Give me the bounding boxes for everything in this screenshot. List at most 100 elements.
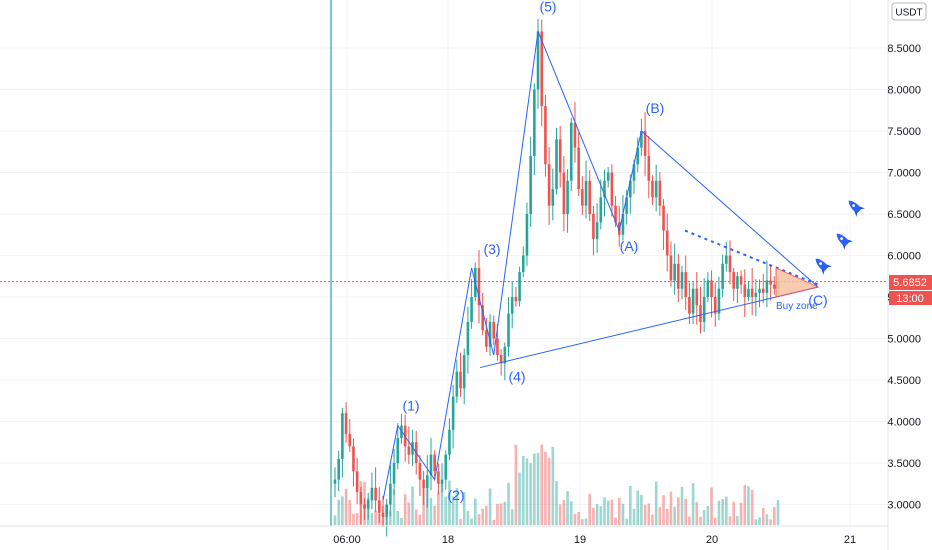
volume-bar — [389, 510, 392, 525]
candle-body — [684, 272, 688, 297]
x-tick-label: 18 — [442, 534, 454, 546]
wave-label: (1) — [402, 398, 419, 414]
volume-bar — [459, 519, 462, 525]
candle-body — [510, 297, 514, 314]
volume-bar — [558, 504, 562, 525]
volume-bar — [665, 508, 669, 525]
wave-label: (B) — [646, 100, 665, 116]
candle-body — [433, 454, 436, 472]
candle-body — [352, 446, 355, 472]
volume-bar — [555, 481, 558, 525]
candle-body — [750, 288, 754, 297]
price-axis[interactable]: 8.50008.00007.50007.00006.50006.00005.50… — [887, 43, 921, 512]
volume-bar — [706, 505, 710, 525]
rocket-window — [819, 262, 822, 265]
candle-body — [481, 305, 484, 331]
candle-body — [691, 288, 695, 314]
candle-body — [374, 487, 377, 501]
volume-bar — [562, 499, 566, 525]
y-tick-label: 6.5000 — [887, 209, 921, 221]
volume-bar — [736, 516, 739, 525]
candle-body — [462, 355, 466, 389]
candle-body — [739, 276, 743, 285]
candle-body — [695, 288, 699, 306]
trend-line — [434, 267, 473, 480]
candle-body — [544, 106, 547, 165]
rocket-window — [852, 204, 855, 207]
candle-body — [603, 180, 606, 198]
candle-body — [392, 463, 396, 484]
volume-bar — [732, 501, 735, 525]
candle-body — [673, 263, 676, 281]
candle-body — [429, 454, 433, 476]
candle-body — [636, 147, 640, 165]
y-tick-label: 3.0000 — [887, 500, 921, 512]
candle-body — [643, 131, 647, 156]
candle-body — [725, 255, 728, 264]
candle-body — [625, 197, 628, 214]
trend-line — [493, 31, 539, 356]
candle-body — [344, 413, 348, 434]
candle-body — [407, 446, 411, 455]
candle-body — [370, 487, 374, 501]
candle-body — [444, 454, 448, 480]
rocket-body — [848, 200, 862, 214]
trend-line — [618, 130, 642, 231]
volume-bar — [337, 499, 340, 525]
candle-body — [448, 429, 451, 455]
y-tick-label: 3.5000 — [887, 458, 921, 470]
x-tick-label: 06:00 — [333, 534, 361, 546]
candle-body — [422, 479, 425, 488]
y-tick-label: 6.0000 — [887, 251, 921, 263]
currency-button[interactable]: USDT — [891, 2, 927, 21]
price-tag: 5.6852 — [889, 275, 932, 290]
volume-bar — [540, 444, 544, 525]
volume-bar — [754, 519, 758, 525]
volume-bar — [348, 500, 352, 525]
candle-body — [761, 288, 765, 293]
volume-bar — [610, 499, 614, 525]
candle-body — [337, 458, 340, 480]
candle-body — [396, 438, 400, 463]
candle-body — [499, 355, 503, 364]
candle-body — [769, 280, 772, 285]
volume-bar — [710, 487, 713, 525]
wave-labels: (1) (2) (3) (4) (5) (A) (B) (C) — [402, 0, 827, 503]
wave-label: (2) — [447, 487, 464, 503]
time-axis[interactable]: 06:00 18 19 20 21 — [333, 534, 856, 546]
candle-body — [610, 172, 614, 206]
candle-body — [765, 280, 769, 293]
volume-bar — [492, 519, 496, 525]
volume-bar — [761, 508, 765, 525]
candle-body — [773, 284, 776, 289]
candle-body — [540, 31, 544, 107]
x-tick-label: 21 — [844, 534, 856, 546]
volume-bar — [614, 517, 617, 525]
candle-body — [721, 263, 724, 289]
candle-body — [525, 214, 529, 256]
candle-body — [584, 180, 588, 206]
volume-bar — [765, 514, 769, 525]
volume-bar — [400, 518, 403, 525]
volume-bar — [374, 510, 377, 525]
volume-bar — [643, 504, 647, 525]
candle-body — [728, 255, 732, 273]
volume-bar — [448, 480, 451, 525]
volume-bar — [429, 497, 433, 525]
buy-zone-triangle — [775, 267, 820, 298]
candle-body — [470, 297, 473, 322]
y-tick-label: 8.5000 — [887, 43, 921, 55]
candles — [333, 18, 780, 537]
volume-bar — [344, 488, 348, 525]
volume-bar — [584, 518, 588, 525]
candle-body — [632, 164, 636, 181]
volume-bar — [521, 455, 525, 525]
volume-bar — [776, 500, 780, 525]
y-tick-label: 7.5000 — [887, 126, 921, 138]
volume-bar — [658, 507, 662, 525]
volume-bar — [747, 486, 750, 525]
candle-body — [425, 475, 429, 488]
volume-bar — [750, 489, 754, 525]
volume-bar — [632, 508, 636, 525]
